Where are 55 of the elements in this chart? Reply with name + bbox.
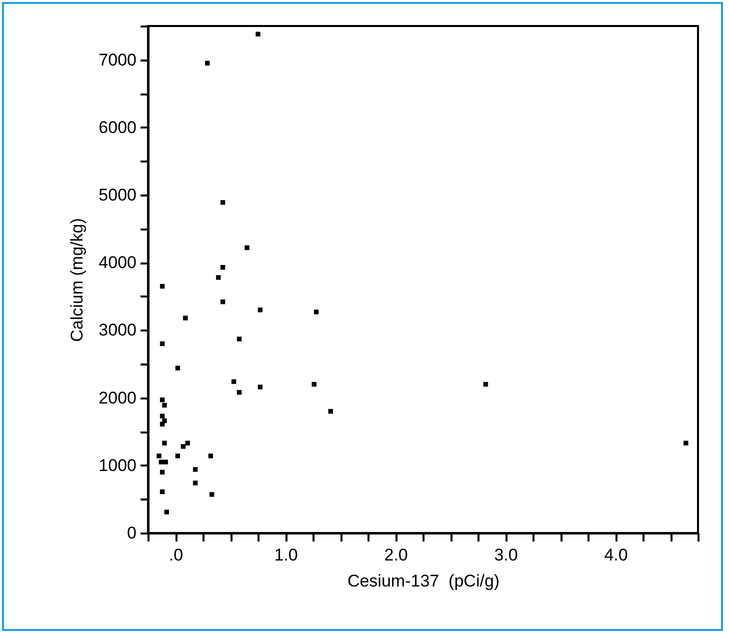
x-axis-title: Cesium-137 (pCi/g) [347,572,500,590]
point [156,454,162,458]
point [236,390,242,395]
point [328,408,333,414]
y-tick-label: 1000 [98,456,136,475]
y-tick-label: 4000 [98,253,136,272]
point [160,489,165,494]
point [162,418,167,424]
point [162,440,167,446]
y-tick-label: 6000 [98,118,136,137]
point [160,397,165,402]
point [231,379,236,384]
point [192,467,198,472]
x-tick-label: 4.0 [604,546,628,564]
point [160,341,165,346]
y-tick-label: 7000 [98,50,136,70]
y-tick-label: 2000 [98,388,136,408]
y-tick-label: 5000 [98,186,136,204]
point [236,336,242,342]
point [258,308,263,312]
point [312,382,316,387]
point [220,299,226,304]
point [163,460,168,464]
point [160,422,165,427]
point [209,492,214,497]
point [684,440,688,446]
x-tick-label: 1.0 [274,546,298,564]
point [192,480,198,486]
point [185,440,190,446]
point [256,32,260,36]
y-axis-title: Calcium (mg/kg) [68,218,87,342]
point [183,316,188,320]
point [220,200,226,205]
y-tick-label: 0 [127,524,136,542]
point [314,310,319,314]
point [258,384,263,390]
point [216,275,221,280]
point [162,402,167,408]
point [180,444,186,449]
point [164,510,170,514]
point [205,60,210,66]
point [244,245,250,250]
point [220,264,226,270]
point [483,382,488,387]
x-tick-label: .0 [168,546,184,564]
point [175,366,180,370]
y-tick-label: 3000 [98,320,136,340]
point [160,470,165,475]
x-tick-label: 2.0 [384,546,408,564]
point [175,454,180,458]
x-tick-label: 3.0 [494,546,518,564]
point [158,460,164,464]
point [160,284,165,289]
point [160,414,165,418]
point [208,454,214,458]
